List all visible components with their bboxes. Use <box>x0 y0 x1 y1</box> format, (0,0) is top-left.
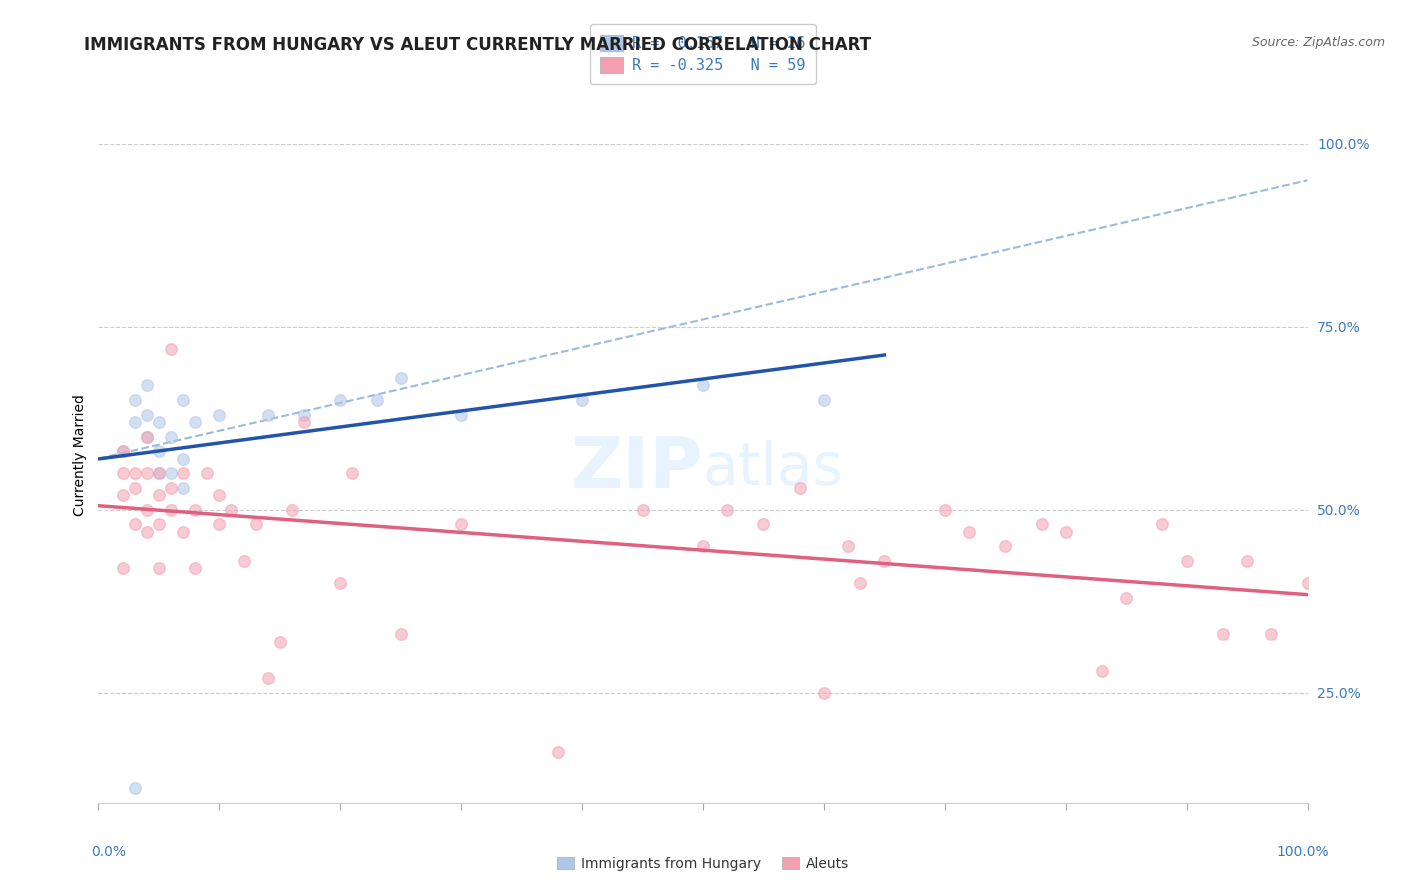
Point <box>135 503 157 517</box>
Point <box>1260 627 1282 641</box>
Point <box>631 503 654 517</box>
Point <box>329 392 352 407</box>
Point <box>256 671 278 685</box>
Text: IMMIGRANTS FROM HUNGARY VS ALEUT CURRENTLY MARRIED CORRELATION CHART: IMMIGRANTS FROM HUNGARY VS ALEUT CURRENT… <box>84 36 872 54</box>
Point <box>160 342 183 356</box>
Point <box>195 467 218 481</box>
Point <box>172 392 194 407</box>
Point <box>148 467 170 481</box>
Point <box>160 503 183 517</box>
Point <box>160 429 183 443</box>
Point <box>124 415 146 429</box>
Point <box>957 524 980 539</box>
Point <box>124 481 146 495</box>
Point <box>172 467 194 481</box>
Point <box>813 392 835 407</box>
Point <box>148 444 170 458</box>
Point <box>389 627 412 641</box>
Point <box>111 561 134 575</box>
Point <box>135 429 157 443</box>
Point <box>135 408 157 422</box>
Point <box>208 408 231 422</box>
Point <box>256 408 278 422</box>
Text: Source: ZipAtlas.com: Source: ZipAtlas.com <box>1251 36 1385 49</box>
Point <box>329 576 352 591</box>
Point <box>389 371 412 385</box>
Legend: Immigrants from Hungary, Aleuts: Immigrants from Hungary, Aleuts <box>551 851 855 876</box>
Point <box>269 634 291 648</box>
Point <box>148 561 170 575</box>
Point <box>752 517 775 532</box>
Point <box>994 540 1017 554</box>
Point <box>281 503 304 517</box>
Point <box>873 554 896 568</box>
Point <box>1212 627 1234 641</box>
Point <box>135 378 157 392</box>
Point <box>1236 554 1258 568</box>
Point <box>789 481 811 495</box>
Point <box>232 554 254 568</box>
Point <box>160 481 183 495</box>
Text: ZIP: ZIP <box>571 434 703 503</box>
Point <box>124 781 146 796</box>
Point <box>813 686 835 700</box>
Point <box>1296 576 1319 591</box>
Point <box>172 524 194 539</box>
Point <box>716 503 738 517</box>
Legend: R =  0.167   N = 26, R = -0.325   N = 59: R = 0.167 N = 26, R = -0.325 N = 59 <box>589 24 817 84</box>
Point <box>342 467 364 481</box>
Point <box>1175 554 1198 568</box>
Point <box>111 444 134 458</box>
Point <box>366 392 388 407</box>
Y-axis label: Currently Married: Currently Married <box>73 394 87 516</box>
Point <box>1054 524 1077 539</box>
Point <box>148 488 170 502</box>
Point <box>172 451 194 466</box>
Text: 100.0%: 100.0% <box>1277 845 1329 859</box>
Point <box>221 503 243 517</box>
Point <box>184 503 207 517</box>
Point <box>160 467 183 481</box>
Point <box>135 524 157 539</box>
Point <box>1091 664 1114 678</box>
Point <box>124 517 146 532</box>
Point <box>148 517 170 532</box>
Point <box>184 561 207 575</box>
Point <box>208 488 231 502</box>
Point <box>571 392 593 407</box>
Point <box>184 415 207 429</box>
Point <box>135 429 157 443</box>
Point <box>849 576 872 591</box>
Point <box>1031 517 1053 532</box>
Point <box>450 408 472 422</box>
Point <box>692 378 714 392</box>
Point <box>245 517 267 532</box>
Text: 0.0%: 0.0% <box>91 845 127 859</box>
Point <box>1115 591 1137 605</box>
Point <box>111 444 134 458</box>
Point <box>148 467 170 481</box>
Point <box>124 392 146 407</box>
Point <box>208 517 231 532</box>
Point <box>934 503 956 517</box>
Point <box>692 540 714 554</box>
Point <box>172 481 194 495</box>
Point <box>1152 517 1174 532</box>
Point <box>837 540 859 554</box>
Point <box>111 467 134 481</box>
Point <box>450 517 472 532</box>
Point <box>547 745 569 759</box>
Point <box>124 467 146 481</box>
Point <box>148 415 170 429</box>
Text: atlas: atlas <box>703 441 844 498</box>
Point <box>292 415 315 429</box>
Point <box>135 467 157 481</box>
Point <box>111 488 134 502</box>
Point <box>292 408 315 422</box>
